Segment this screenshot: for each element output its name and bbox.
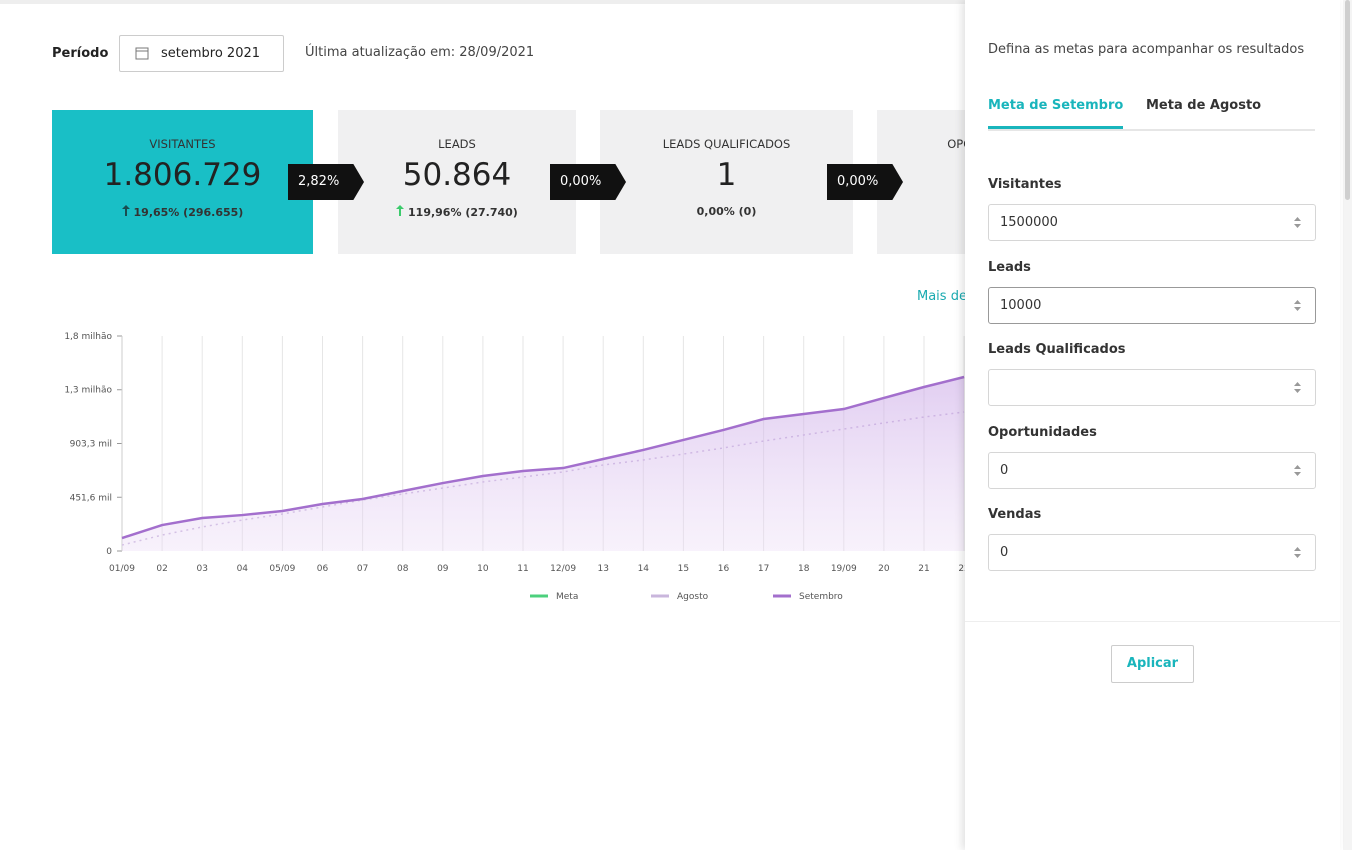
up-arrow [121,205,130,216]
number-input[interactable]: 10000 [988,286,1316,324]
x-tick-label: 01/09 [109,564,135,574]
conversion-rate: 0,00% [550,164,626,200]
up-arrow [396,205,405,216]
x-tick-label: 12/09 [550,564,576,574]
x-tick-label: 04 [237,564,249,574]
field-label: Visitantes [988,177,1062,192]
legend-label: Agosto [677,592,709,602]
card-label: VISITANTES [149,137,216,151]
x-tick-label: 17 [758,564,769,574]
number-input[interactable]: 1500000 [988,204,1316,241]
spinner [1294,382,1301,393]
x-tick-label: 02 [156,564,167,574]
funnel-card[interactable]: LEADS 50.864 119,96% (27.740) [338,110,576,254]
x-tick-label: 10 [477,564,489,574]
x-tick-label: 18 [798,564,810,574]
goals-panel: Defina as metas para acompanhar os resul… [965,0,1340,850]
x-tick-label: 22 [958,564,965,574]
series-line [121,375,965,540]
y-tick-label: 1,3 milhão [64,386,112,396]
legend-label: Setembro [799,592,843,602]
card-label: LEADS [438,137,476,151]
funnel-card[interactable]: VISITANTES 1.806.729 19,65% (296.655) [52,110,313,254]
input-value: 0 [1000,545,1009,560]
x-tick-label: 09 [437,564,449,574]
x-tick-label: 03 [196,564,207,574]
x-tick-label: 11 [517,564,528,574]
x-tick-label: 06 [317,564,329,574]
spinner [1294,299,1301,311]
panel-intro: Defina as metas para acompanhar os resul… [988,42,1305,57]
card-change: 0,00% (0) [696,205,757,218]
number-input[interactable]: 0 [988,534,1316,571]
y-tick-label: 1,8 milhão [64,332,112,342]
card-change: 119,96% (27.740) [408,206,518,219]
x-tick-label: 13 [597,564,608,574]
tab-rule [988,129,1315,131]
spinner [1294,464,1301,476]
scrollbar [1343,0,1352,850]
spinner [1294,547,1301,558]
card-value: 1.806.729 [103,157,262,193]
line-chart: 01/09 02 03 04 05/09 06 07 08 09 10 11 12/09 13 14 15 1… [64,332,965,602]
last-update: Última atualização em: 28/09/2021 [305,45,535,60]
x-tick-label: 14 [638,564,650,574]
conversion-rate: 0,00% [827,164,903,200]
x-tick-label: 16 [718,564,730,574]
card-value: 1 [716,157,737,193]
card-change: 19,65% (296.655) [133,206,244,219]
x-tick-label: 21 [918,564,929,574]
number-input[interactable] [988,369,1316,406]
period-value: setembro 2021 [161,46,261,61]
x-tick-label: 20 [878,564,890,574]
field-label: Leads Qualificados [988,342,1126,357]
tab[interactable]: Meta de Agosto [1146,98,1262,113]
x-tick-label: 07 [357,564,368,574]
field-label: Leads [988,259,1031,275]
card-value: 50.864 [402,157,512,193]
series-area [122,377,965,551]
x-tick-label: 19/09 [831,564,857,574]
y-tick-label: 451,6 mil [70,493,112,503]
input-value: 1500000 [1000,215,1058,230]
input-value: 0 [1000,462,1009,478]
period-picker[interactable]: setembro 2021 [119,35,284,72]
legend-label: Meta [556,592,578,602]
apply-button[interactable]: Aplicar [1111,645,1194,683]
number-input[interactable]: 0 [988,451,1316,489]
y-tick-label: 0 [106,547,112,557]
field-label: Vendas [988,507,1042,522]
divider [965,621,1340,622]
conversion-rate: 2,82% [288,164,364,200]
funnel-card[interactable]: LEADS QUALIFICADOS 1 0,00% (0) [600,110,853,254]
spinner [1294,217,1301,228]
card-label: LEADS QUALIFICADOS [662,137,791,151]
x-tick-label: 15 [678,564,689,574]
y-tick-label: 903,3 mil [70,440,112,450]
period-label: Período [52,46,109,61]
top-strip [0,0,965,4]
x-tick-label: 08 [397,564,409,574]
scroll-thumb [1345,0,1350,200]
input-value: 10000 [1000,297,1042,313]
field-label: Oportunidades [988,424,1097,440]
x-tick-label: 05/09 [269,564,295,574]
tab-active[interactable]: Meta de Setembro [988,98,1124,129]
calendar-icon [135,47,149,60]
